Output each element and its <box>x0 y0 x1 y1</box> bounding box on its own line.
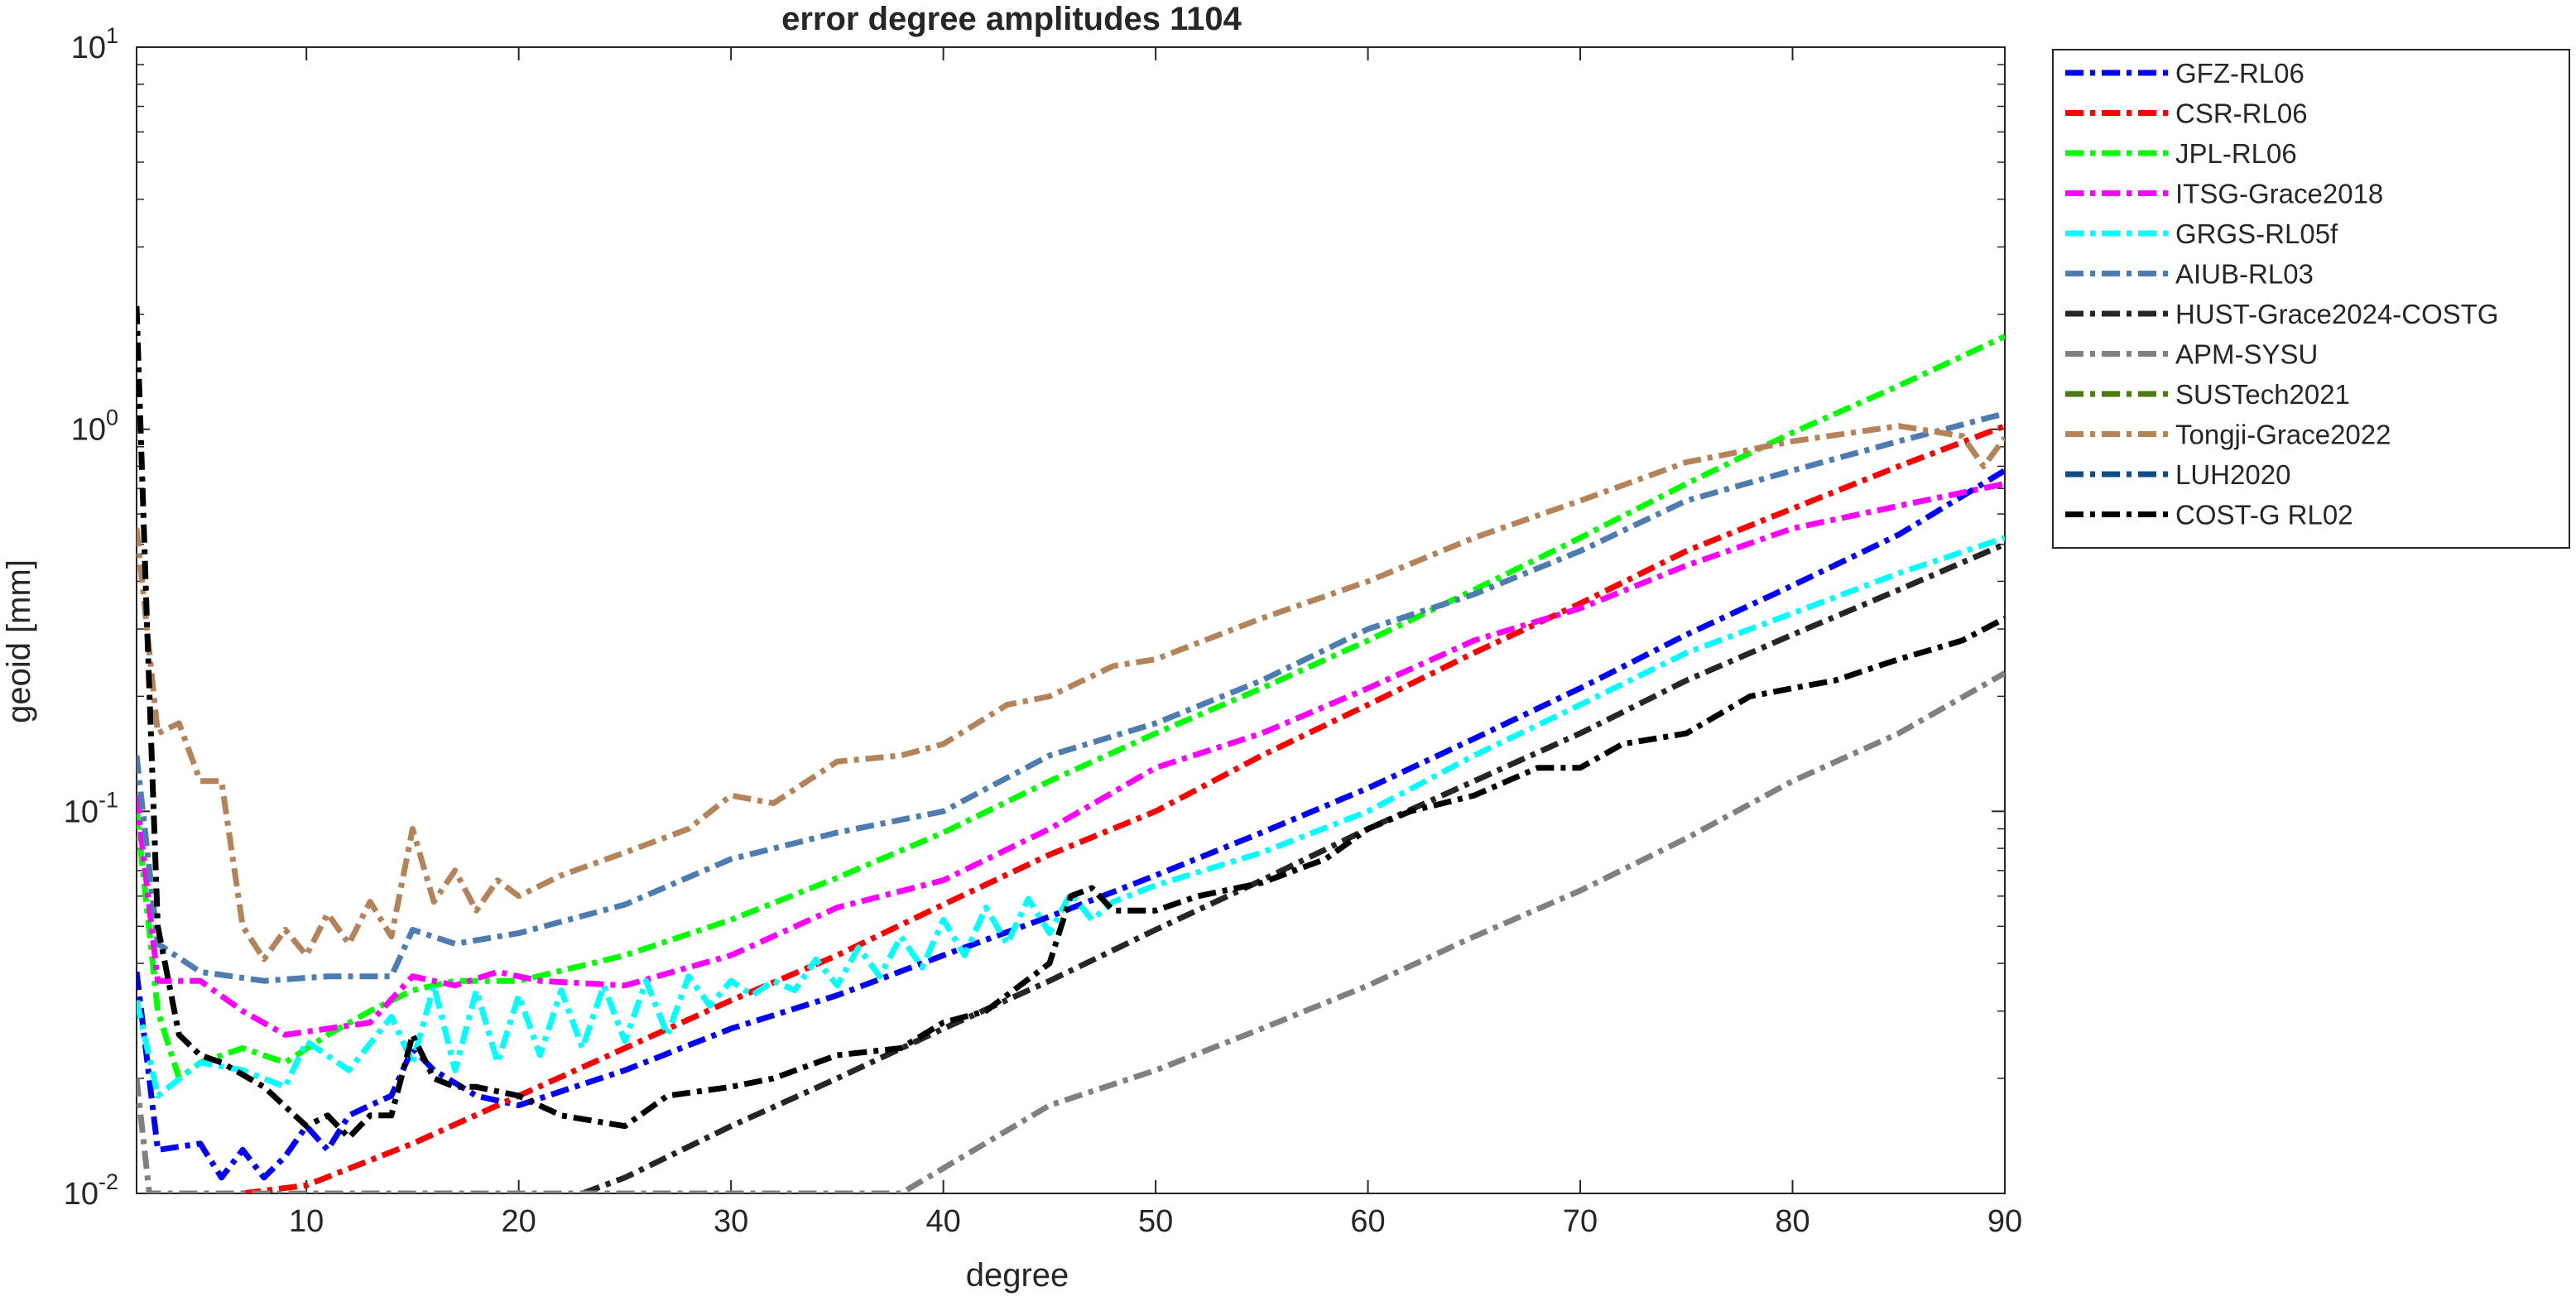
series-line-1 <box>242 423 2005 1193</box>
x-tick-label: 50 <box>1138 1204 1173 1239</box>
legend-label-4: GRGS-RL05f <box>2175 218 2338 249</box>
series-line-3 <box>137 481 2005 1038</box>
x-tick-label: 30 <box>714 1204 748 1239</box>
series-line-9 <box>137 423 2005 963</box>
y-tick-label: 10-2 <box>64 1169 118 1212</box>
series-line-5 <box>137 410 2005 984</box>
legend-label-3: ITSG-Grace2018 <box>2175 179 2383 209</box>
legend-label-1: CSR-RL06 <box>2175 98 2308 129</box>
axes-box <box>136 46 2006 1194</box>
series-line-0 <box>137 468 2005 1181</box>
x-tick-label: 60 <box>1350 1204 1385 1239</box>
legend: GFZ-RL06 CSR-RL06 JPL-RL06 ITSG-Grace2018 GR… <box>2052 49 2570 549</box>
x-tick-label: 70 <box>1563 1204 1598 1239</box>
x-tick-label: 80 <box>1775 1204 1809 1239</box>
y-tick-label: 10-1 <box>64 787 118 829</box>
legend-label-0: GFZ-RL06 <box>2175 58 2304 89</box>
series-line-4 <box>137 535 2005 1099</box>
legend-box <box>2052 49 2570 549</box>
legend-label-11: COST-G RL02 <box>2175 500 2353 530</box>
series-line-11 <box>137 305 2005 1140</box>
legend-label-5: AIUB-RL03 <box>2175 259 2314 290</box>
legend-label-2: JPL-RL06 <box>2175 138 2297 169</box>
plot-area: 10 20 30 40 50 60 70 80 90 10-2 10-1 100 101 <box>64 23 2022 1239</box>
legend-label-8: SUSTech2021 <box>2175 379 2350 410</box>
chart-title: error degree amplitudes 1104 <box>781 1 1242 37</box>
legend-label-7: APM-SYSU <box>2175 339 2318 370</box>
y-tick-label: 101 <box>71 23 118 65</box>
y-tick-label: 100 <box>71 406 118 448</box>
x-tick-label: 90 <box>1987 1204 2022 1239</box>
legend-label-9: Tongji-Grace2022 <box>2175 420 2391 450</box>
series-line-2 <box>137 334 2005 1082</box>
legend-label-10: LUH2020 <box>2175 459 2290 490</box>
legend-label-6: HUST-Grace2024-COSTG <box>2175 299 2499 329</box>
x-axis-label: degree <box>966 1257 1069 1294</box>
x-tick-label: 40 <box>925 1204 960 1239</box>
y-axis-label: geoid [mm] <box>1 559 37 723</box>
x-tick-label: 10 <box>289 1204 324 1239</box>
x-tick-label: 20 <box>502 1204 536 1239</box>
